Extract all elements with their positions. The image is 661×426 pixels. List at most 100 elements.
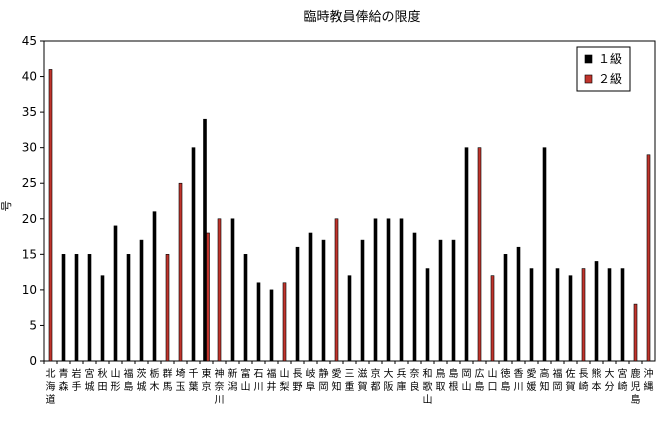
x-tick-label: 玉 <box>176 382 186 393</box>
x-tick-label: 鹿 <box>631 367 641 380</box>
x-tick-label: 青 <box>59 367 69 380</box>
bar <box>165 254 170 362</box>
x-tick-label: 川 <box>514 382 524 393</box>
bar <box>282 282 287 362</box>
x-tick-label: 知 <box>540 380 550 393</box>
x-tick-label: 馬 <box>163 381 173 393</box>
x-tick-label: 兵 <box>397 367 407 380</box>
x-tick-label: 北 <box>46 368 56 380</box>
x-tick-label: 庫 <box>397 380 407 393</box>
bar <box>477 147 482 362</box>
x-tick-label: 岐 <box>306 367 316 380</box>
x-tick-label: 阜 <box>306 380 316 393</box>
x-tick-label: 歌 <box>423 380 433 393</box>
x-tick-label: 口 <box>488 382 498 393</box>
x-tick-label: 道 <box>46 393 56 406</box>
bar <box>126 254 131 362</box>
bar <box>152 211 157 362</box>
x-tick-label: 宮 <box>85 367 95 380</box>
x-tick-label: 茨 <box>137 367 147 380</box>
x-tick-label: 梨 <box>280 380 290 393</box>
bar <box>295 246 300 362</box>
x-tick-label: 島 <box>631 393 641 406</box>
chart-title: 臨時教員俸給の限度 <box>303 9 420 25</box>
bar <box>139 239 144 362</box>
legend-swatch <box>584 54 593 64</box>
x-tick-label: 田 <box>98 382 108 393</box>
x-tick-label: 形 <box>111 381 121 393</box>
x-tick-label: 城 <box>85 381 95 393</box>
x-tick-label: 島 <box>124 380 134 393</box>
x-tick-label: 葉 <box>189 380 199 393</box>
bar <box>178 182 183 362</box>
bar <box>217 218 222 362</box>
bar <box>503 254 508 362</box>
x-tick-label: 岡 <box>462 368 472 380</box>
x-tick-label: 滋 <box>358 367 368 380</box>
bar <box>412 232 417 362</box>
bar <box>256 282 261 362</box>
x-tick-label: 手 <box>72 380 82 393</box>
bar <box>373 218 378 362</box>
x-tick-label: 福 <box>267 367 277 380</box>
y-tick-label: 15 <box>22 247 37 261</box>
x-tick-label: 鳥 <box>436 367 446 380</box>
x-tick-label: 奈 <box>215 380 225 393</box>
x-tick-label: 崎 <box>618 380 628 393</box>
x-tick-label: 知 <box>332 380 342 393</box>
y-tick-label: 5 <box>29 318 37 332</box>
bar <box>542 147 547 362</box>
x-tick-label: 福 <box>124 367 134 380</box>
y-tick-label: 30 <box>22 141 37 155</box>
x-tick-label: 島 <box>449 367 459 380</box>
x-tick-label: 新 <box>228 367 238 380</box>
bar <box>48 69 53 362</box>
x-tick-label: 長 <box>579 368 589 380</box>
x-tick-label: 三 <box>345 369 355 380</box>
x-tick-label: 山 <box>241 381 251 393</box>
bar <box>230 218 235 362</box>
legend-swatch <box>584 74 593 84</box>
bar <box>360 239 365 362</box>
x-tick-label: 媛 <box>527 380 537 393</box>
x-tick-label: 静 <box>319 367 329 380</box>
bar <box>206 232 210 362</box>
x-tick-label: 木 <box>150 381 160 393</box>
x-tick-label: 沖 <box>644 367 654 380</box>
x-tick-label: 森 <box>59 380 69 393</box>
bar <box>321 239 326 362</box>
x-tick-label: 川 <box>215 395 225 406</box>
bar <box>607 268 612 362</box>
x-tick-label: 佐 <box>566 368 576 380</box>
x-tick-label: 山 <box>462 381 472 393</box>
x-tick-label: 川 <box>254 382 264 393</box>
x-tick-label: 海 <box>46 380 56 393</box>
x-tick-label: 岩 <box>72 367 82 380</box>
x-tick-label: 熊 <box>592 367 602 380</box>
bar <box>425 268 430 362</box>
x-tick-label: 岡 <box>319 381 329 393</box>
x-tick-label: 島 <box>475 380 485 393</box>
x-tick-label: 石 <box>254 369 264 380</box>
x-tick-label: 高 <box>540 367 550 380</box>
y-tick-label: 40 <box>22 70 37 84</box>
x-tick-label: 福 <box>553 367 563 380</box>
x-tick-label: 神 <box>215 367 225 380</box>
bar <box>334 218 339 362</box>
x-tick-label: 本 <box>592 380 602 393</box>
x-tick-label: 東 <box>202 367 212 380</box>
legend-label: １級 <box>598 52 622 66</box>
x-tick-label: 重 <box>345 380 355 393</box>
x-tick-label: 大 <box>605 367 615 380</box>
x-tick-label: 岡 <box>553 381 563 393</box>
x-tick-label: 群 <box>163 367 173 380</box>
x-tick-label: 大 <box>384 367 394 380</box>
x-tick-label: 京 <box>202 380 212 393</box>
x-tick-label: 良 <box>410 380 420 393</box>
x-axis: 北海道青森岩手宮城秋田山形福島茨城栃木群馬埼玉千葉東京神奈川新潟富山石川福井山梨… <box>43 361 654 406</box>
x-tick-label: 井 <box>267 380 277 393</box>
bars <box>48 69 651 362</box>
x-tick-label: 島 <box>501 380 511 393</box>
